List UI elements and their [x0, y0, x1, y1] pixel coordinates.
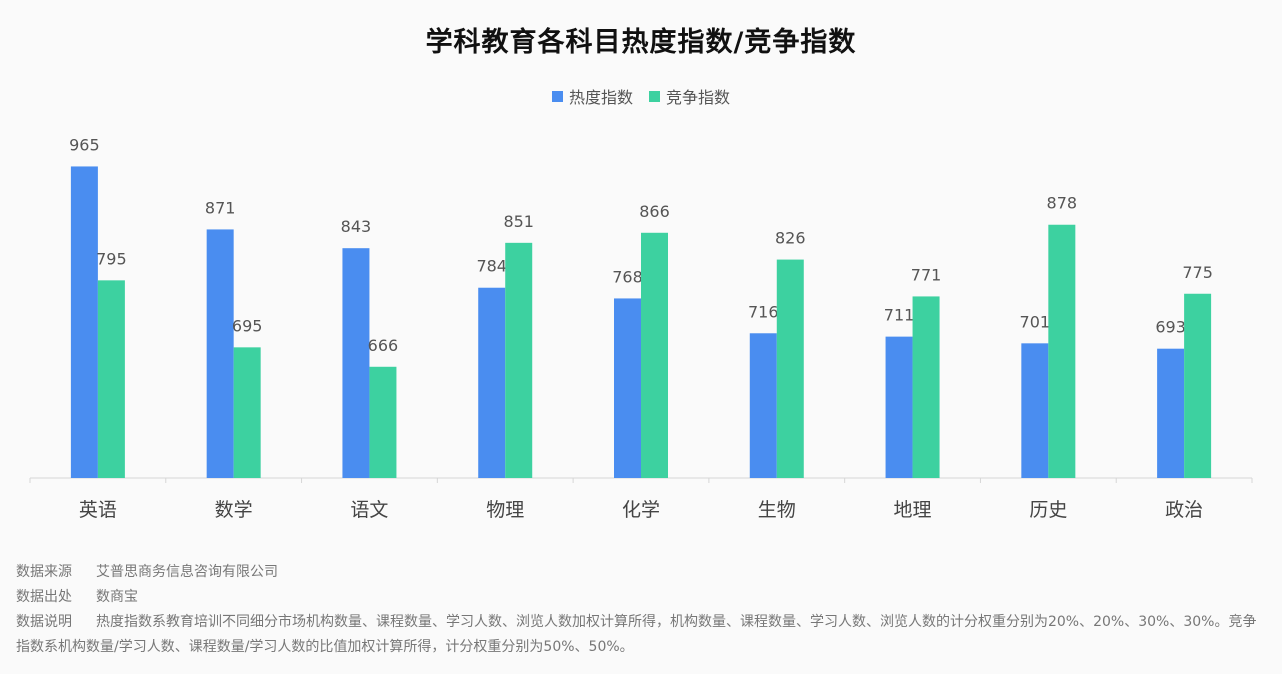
x-tick-label: 生物 — [758, 499, 796, 521]
bar-competition — [912, 296, 940, 478]
x-tick-label: 语文 — [350, 499, 388, 521]
bar-heat — [885, 336, 913, 478]
data-label-heat: 693 — [1155, 318, 1186, 337]
bar-competition — [776, 259, 804, 478]
x-tick-label: 物理 — [486, 499, 524, 521]
data-label-competition: 795 — [96, 249, 127, 268]
legend-item-competition[interactable]: 竞争指数 — [649, 84, 730, 108]
note-source-value: 艾普思商务信息咨询有限公司 — [96, 564, 278, 580]
data-label-competition: 666 — [368, 336, 399, 355]
data-label-competition: 866 — [639, 202, 670, 221]
x-tick-label: 数学 — [215, 499, 253, 521]
bar-heat — [614, 298, 641, 478]
note-explain-label: 数据说明 — [16, 614, 72, 630]
bar-chart: 965 795 英语 871 695 数学 843 666 语文 784 851 物理 768 866 化学… — [29, 135, 1253, 521]
bar-heat — [342, 248, 370, 478]
data-label-heat: 965 — [69, 135, 100, 154]
chart-title: 学科教育各科目热度指数/竞争指数 — [425, 27, 857, 58]
bar-heat — [478, 287, 506, 478]
data-label-heat: 768 — [612, 267, 643, 286]
chart-notes: 数据来源 艾普思商务信息咨询有限公司 数据出处 数商宝 数据说明 热度指数系教育培训不… — [16, 560, 1266, 660]
bar-heat — [1157, 348, 1185, 478]
bar-competition — [369, 366, 397, 478]
data-label-heat: 784 — [476, 257, 507, 276]
legend-swatch-competition — [649, 90, 660, 102]
note-explain: 数据说明 热度指数系教育培训不同细分市场机构数量、课程数量、学习人数、浏览人数加权… — [16, 610, 1266, 660]
x-tick-label: 化学 — [622, 499, 660, 521]
data-label-competition: 878 — [1047, 194, 1078, 213]
bar-competition — [1048, 224, 1076, 478]
data-label-heat: 716 — [748, 302, 779, 321]
x-tick-label: 英语 — [79, 499, 117, 521]
bar-competition — [1184, 293, 1212, 478]
legend-label-heat: 热度指数 — [568, 88, 633, 107]
data-label-heat: 843 — [341, 217, 372, 236]
x-tick-label: 历史 — [1029, 499, 1067, 521]
bar-competition — [233, 347, 261, 478]
bar-heat — [206, 229, 234, 478]
data-label-competition: 775 — [1182, 263, 1213, 282]
data-label-competition: 771 — [911, 265, 942, 284]
bar-heat — [70, 166, 98, 478]
legend: 热度指数 竞争指数 — [0, 84, 1282, 108]
bar-competition — [97, 280, 125, 478]
bar-competition — [641, 232, 668, 478]
bar-heat — [749, 333, 777, 478]
x-tick-label: 地理 — [894, 499, 932, 521]
note-source-label: 数据来源 — [16, 564, 72, 580]
note-origin: 数据出处 数商宝 — [16, 585, 1266, 610]
data-label-competition: 851 — [503, 212, 534, 231]
data-label-heat: 711 — [884, 306, 915, 325]
legend-swatch-heat — [551, 90, 563, 102]
data-label-competition: 826 — [775, 229, 806, 248]
data-label-competition: 695 — [232, 316, 263, 335]
note-origin-label: 数据出处 — [16, 589, 72, 605]
bar-heat — [1021, 343, 1049, 478]
x-tick-label: 政治 — [1165, 499, 1203, 521]
note-origin-value: 数商宝 — [96, 589, 138, 605]
legend-label-competition: 竞争指数 — [666, 88, 731, 107]
data-label-heat: 701 — [1020, 312, 1051, 331]
data-label-heat: 871 — [205, 198, 236, 217]
legend-item-heat[interactable]: 热度指数 — [551, 84, 633, 108]
note-source: 数据来源 艾普思商务信息咨询有限公司 — [16, 560, 1266, 585]
bar-competition — [505, 242, 533, 478]
note-explain-value: 热度指数系教育培训不同细分市场机构数量、课程数量、学习人数、浏览人数加权计算所得… — [16, 614, 1257, 655]
